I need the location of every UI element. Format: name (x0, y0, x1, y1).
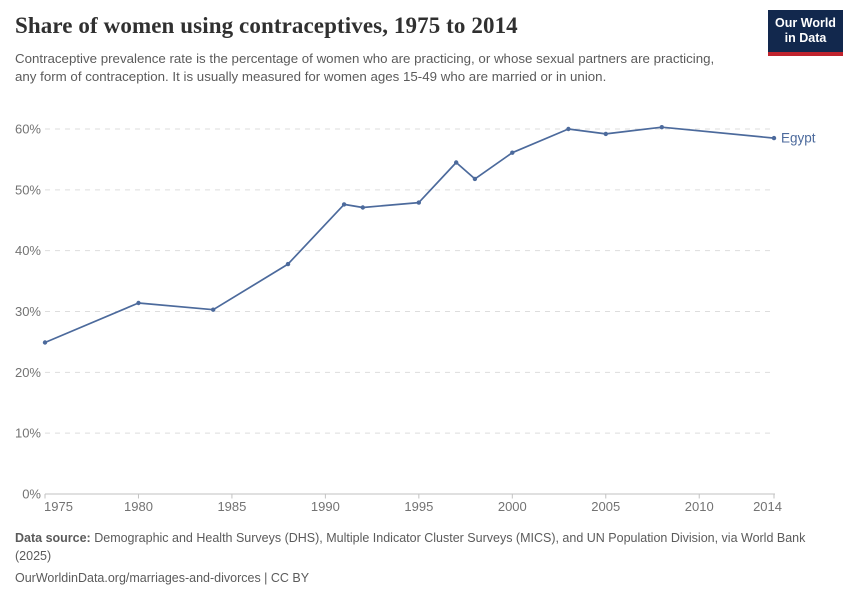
data-point-1980[interactable] (136, 300, 141, 306)
x-tick-label: 2014 (753, 499, 782, 514)
y-tick-label: 10% (15, 426, 41, 441)
owid-logo: Our World in Data (768, 10, 843, 56)
y-tick-label: 30% (15, 304, 41, 319)
owid-logo-text: Our World in Data (768, 10, 843, 52)
y-tick-label: 0% (22, 487, 41, 502)
data-point-2000[interactable] (510, 150, 515, 155)
data-point-1998[interactable] (472, 176, 478, 182)
owid-logo-line1: Our World (775, 16, 836, 30)
data-point-2008[interactable] (659, 125, 664, 130)
x-tick-label: 1975 (44, 499, 73, 514)
x-tick-label: 1980 (124, 499, 153, 514)
data-source-text: Demographic and Health Surveys (DHS), Mu… (15, 531, 806, 563)
data-point-1992[interactable] (360, 205, 365, 210)
y-tick-label: 50% (15, 182, 41, 197)
chart-footer: Data source: Demographic and Health Surv… (15, 530, 830, 588)
data-point-2003[interactable] (566, 126, 571, 132)
series-line-egypt[interactable] (44, 126, 775, 344)
data-point-1991[interactable] (341, 202, 347, 207)
x-tick-label: 2000 (498, 499, 527, 514)
chart-subtitle: Contraceptive prevalence rate is the per… (15, 51, 715, 84)
owid-logo-red-bar (768, 51, 843, 56)
owid-logo-line2: in Data (784, 31, 827, 45)
data-point-1997[interactable] (454, 160, 459, 165)
x-tick-label: 2005 (591, 499, 620, 514)
x-tick-label: 1995 (404, 499, 433, 514)
x-tick-label: 2010 (685, 499, 714, 514)
data-source-label: Data source: (15, 531, 91, 545)
x-tick-label: 1990 (311, 499, 340, 514)
data-point-2005[interactable] (603, 131, 608, 137)
series-label-egypt[interactable]: Egypt (781, 131, 816, 146)
data-point-1995[interactable] (416, 200, 421, 205)
license-line: OurWorldinData.org/marriages-and-divorce… (15, 571, 310, 585)
data-point-1988[interactable] (285, 261, 291, 267)
data-source-line: Data source: Demographic and Health Surv… (15, 530, 830, 565)
page-title: Share of women using contraceptives, 197… (15, 13, 518, 38)
x-tick-label: 1985 (217, 499, 246, 514)
data-point-1975[interactable] (42, 340, 48, 345)
y-tick-label: 40% (15, 243, 41, 258)
data-point-2014[interactable] (771, 135, 777, 141)
y-tick-label: 60% (15, 122, 41, 137)
data-point-1984[interactable] (211, 307, 216, 312)
y-tick-label: 20% (15, 365, 41, 380)
